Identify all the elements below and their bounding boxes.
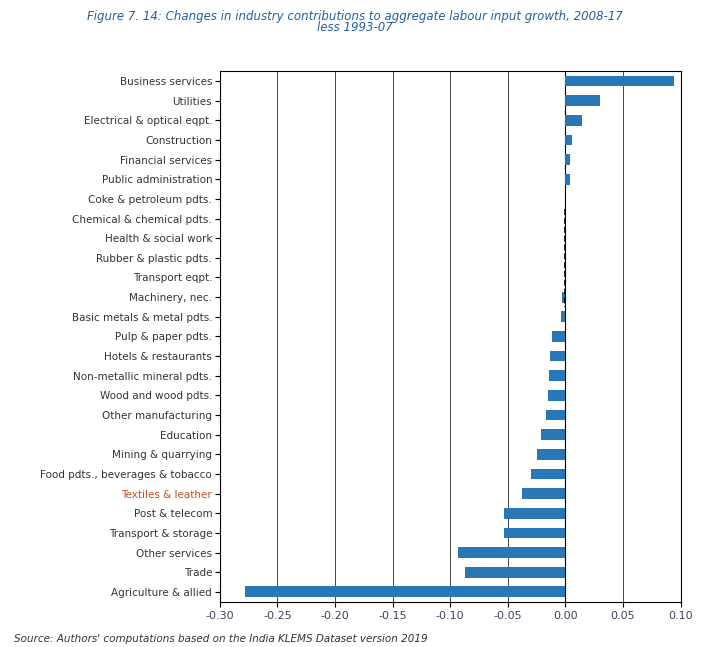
- Text: less 1993-07: less 1993-07: [317, 21, 392, 34]
- Bar: [566, 154, 570, 165]
- Bar: [548, 390, 566, 400]
- Bar: [531, 468, 566, 479]
- Bar: [562, 292, 566, 303]
- Bar: [504, 508, 566, 519]
- Bar: [552, 331, 566, 342]
- Bar: [504, 527, 566, 538]
- Bar: [245, 586, 566, 597]
- Bar: [537, 449, 566, 460]
- Bar: [561, 311, 566, 322]
- Bar: [566, 135, 572, 146]
- Bar: [522, 488, 566, 499]
- Bar: [550, 351, 566, 362]
- Bar: [566, 95, 600, 106]
- Bar: [549, 370, 566, 381]
- Bar: [566, 174, 570, 184]
- Bar: [546, 410, 566, 421]
- Bar: [566, 115, 581, 126]
- Bar: [458, 547, 566, 558]
- Bar: [465, 567, 566, 578]
- Bar: [541, 430, 566, 440]
- Text: Figure 7. 14: Changes in industry contributions to aggregate labour input growth: Figure 7. 14: Changes in industry contri…: [86, 10, 623, 23]
- Bar: [566, 76, 674, 87]
- Text: Source: Authors' computations based on the India KLEMS Dataset version 2019: Source: Authors' computations based on t…: [14, 634, 428, 644]
